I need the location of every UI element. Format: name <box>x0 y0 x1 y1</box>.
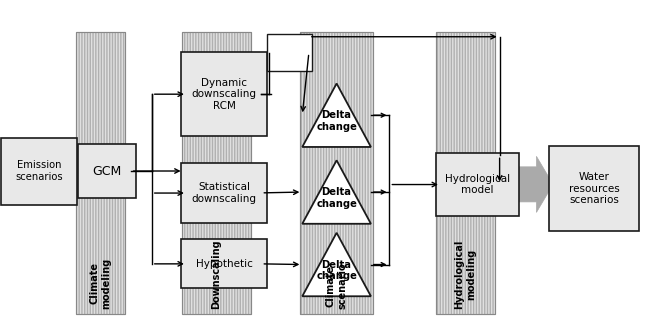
Bar <box>76 32 125 314</box>
Text: Dynamic
downscaling
RCM: Dynamic downscaling RCM <box>191 78 257 111</box>
Bar <box>436 32 495 314</box>
Polygon shape <box>302 233 371 296</box>
FancyBboxPatch shape <box>182 52 267 136</box>
FancyBboxPatch shape <box>182 239 267 288</box>
FancyBboxPatch shape <box>549 146 639 231</box>
FancyBboxPatch shape <box>267 34 312 71</box>
FancyBboxPatch shape <box>182 163 267 223</box>
Bar <box>76 32 125 314</box>
FancyBboxPatch shape <box>78 144 136 198</box>
Bar <box>300 32 373 314</box>
Bar <box>300 32 373 314</box>
FancyArrow shape <box>513 156 553 212</box>
Bar <box>182 32 251 314</box>
Text: Downscaling: Downscaling <box>211 239 221 309</box>
Bar <box>182 32 251 314</box>
Text: Delta
change: Delta change <box>316 111 357 132</box>
Text: Climate
scenario: Climate scenario <box>326 262 347 309</box>
Text: Delta
change: Delta change <box>316 260 357 281</box>
FancyBboxPatch shape <box>436 153 519 216</box>
Text: Statistical
downscaling: Statistical downscaling <box>191 182 257 204</box>
Polygon shape <box>302 160 371 224</box>
FancyArrow shape <box>71 144 83 198</box>
Text: Water
resources
scenarios: Water resources scenarios <box>569 172 619 205</box>
Text: Hydrological
modeling: Hydrological modeling <box>455 239 476 309</box>
Text: Hydrological
model: Hydrological model <box>445 174 510 195</box>
Text: Emission
scenarios: Emission scenarios <box>15 160 63 182</box>
Text: Hypothetic: Hypothetic <box>195 259 253 269</box>
Bar <box>436 32 495 314</box>
FancyBboxPatch shape <box>1 138 77 205</box>
Polygon shape <box>302 84 371 147</box>
Text: Climate
modeling: Climate modeling <box>90 258 111 309</box>
Text: Delta
change: Delta change <box>316 187 357 209</box>
Text: GCM: GCM <box>92 165 121 178</box>
